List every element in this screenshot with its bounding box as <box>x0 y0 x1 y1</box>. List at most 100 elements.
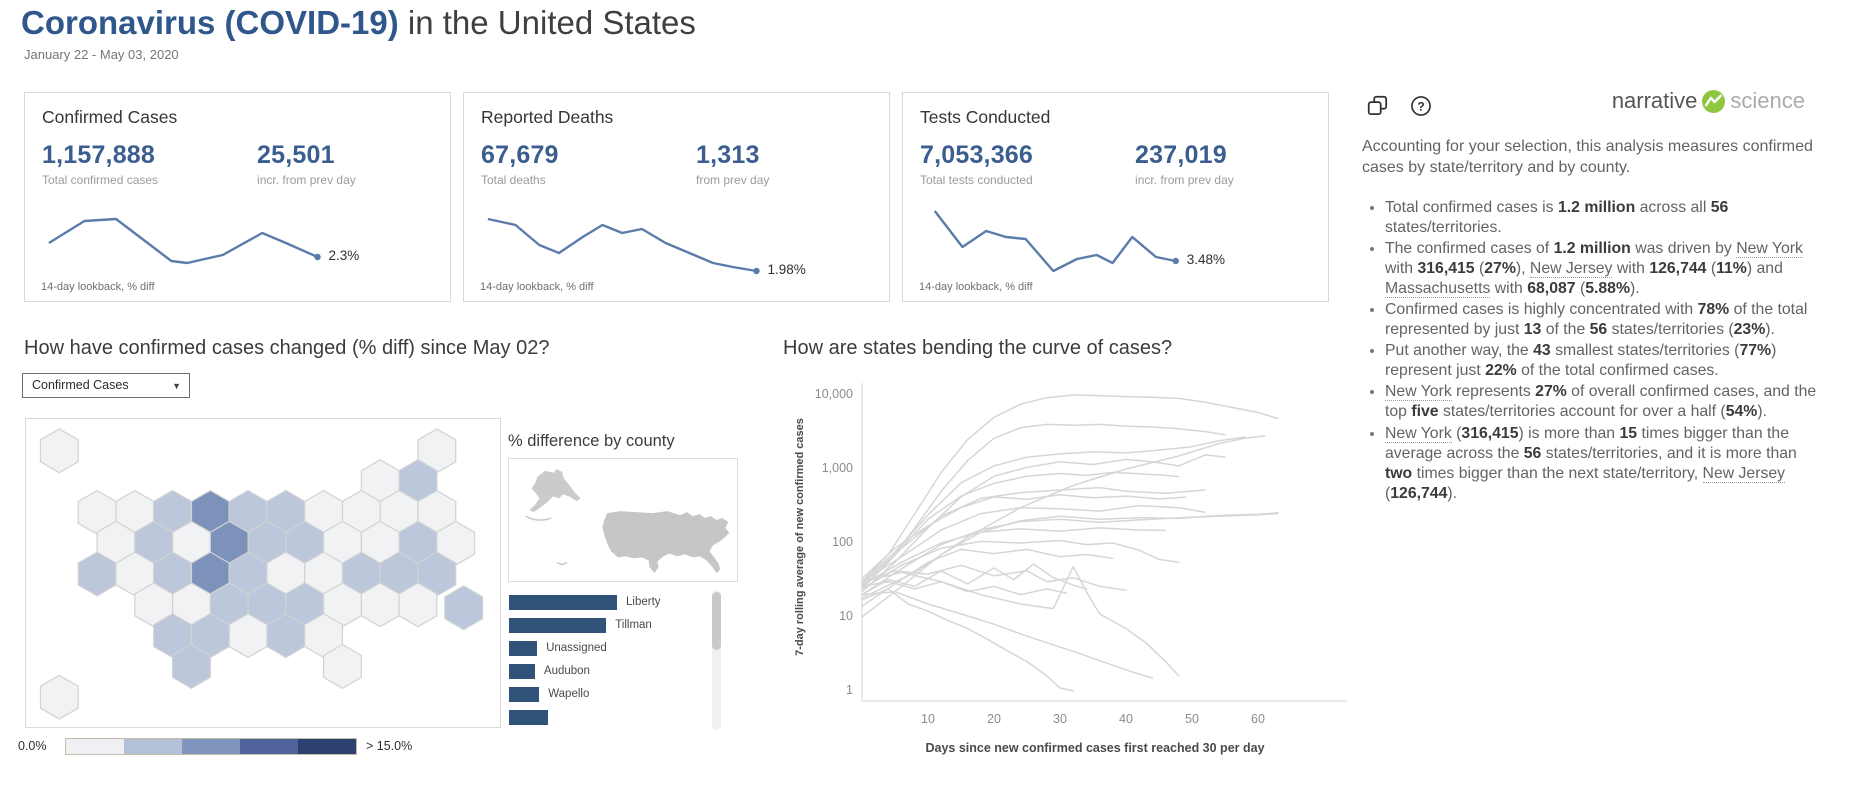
total-deaths-label: Total deaths <box>481 173 546 187</box>
logo-text-narrative: narrative <box>1611 88 1698 113</box>
state-curve-19[interactable] <box>861 435 1266 599</box>
state-curve-03[interactable] <box>861 436 1246 583</box>
narrative-text: of the total confirmed cases. <box>1516 362 1719 380</box>
county-bar-row[interactable]: Unassigned <box>509 637 705 660</box>
legend-min-label: 0.0% <box>18 739 47 753</box>
highlighted-value: 43 <box>1533 342 1551 360</box>
state-curve-02[interactable] <box>861 423 1226 589</box>
total-deaths-value: 67,679 <box>481 141 559 169</box>
state-curve-08[interactable] <box>861 512 1279 596</box>
narrative-text: ( <box>1575 280 1586 298</box>
measure-dropdown-value: Confirmed Cases <box>32 378 129 392</box>
state-curve-09[interactable] <box>861 527 1167 586</box>
highlighted-value: 1.2 million <box>1557 199 1636 216</box>
highlighted-value: two <box>1385 464 1413 482</box>
county-bar-row[interactable] <box>509 706 705 727</box>
highlighted-value: 27% <box>1535 383 1567 401</box>
highlighted-value: 126,744 <box>1649 260 1707 278</box>
county-bar[interactable] <box>509 710 548 725</box>
narrative-text: states/territories, and it is more than <box>1541 444 1797 462</box>
copy-icon[interactable] <box>1366 94 1390 118</box>
kpi-title: Reported Deaths <box>481 107 614 127</box>
measure-dropdown[interactable]: Confirmed Cases ▼ <box>22 373 190 398</box>
narrative-text: was driven by <box>1630 240 1737 258</box>
county-bar[interactable] <box>509 687 540 702</box>
state-name-link[interactable]: New Jersey <box>1702 464 1786 483</box>
county-bar-row[interactable]: Liberty <box>509 591 705 614</box>
narrative-text: represents <box>1451 383 1536 401</box>
narrative-text: smallest states/territories ( <box>1550 342 1740 360</box>
y-tick: 1 <box>846 683 853 697</box>
page-title: Coronavirus (COVID-19) in the United Sta… <box>21 4 696 42</box>
state-curve-13[interactable] <box>861 588 1074 692</box>
date-range: January 22 - May 03, 2020 <box>24 47 179 62</box>
hex-state-DC[interactable] <box>398 582 438 628</box>
hex-state-TX[interactable] <box>171 643 211 689</box>
help-icon[interactable]: ? <box>1409 94 1433 118</box>
hex-state-PR[interactable] <box>444 585 484 631</box>
highlighted-value: 22% <box>1485 362 1517 380</box>
county-bar-row[interactable]: Wapello <box>509 683 705 706</box>
reported-deaths-sparkline[interactable]: 1.98% <box>480 209 875 277</box>
highlighted-value: 13 <box>1523 321 1542 339</box>
county-bar[interactable] <box>509 664 535 679</box>
state-curve-05[interactable] <box>861 471 1180 585</box>
svg-text:?: ? <box>1417 99 1424 113</box>
state-curve-04[interactable] <box>861 454 1226 593</box>
hex-map-heading: How have confirmed cases changed (% diff… <box>24 337 550 359</box>
state-curve-15[interactable] <box>861 565 1180 677</box>
sparkline-caption: 14-day lookback, % diff <box>480 281 594 293</box>
state-curve-01[interactable] <box>861 394 1279 583</box>
narrative-text: Put another way, the <box>1385 342 1534 360</box>
state-hex-map[interactable] <box>25 418 501 728</box>
hex-state-FL[interactable] <box>323 643 362 689</box>
state-curve-18[interactable] <box>861 493 1187 580</box>
narrative-text: of overall confirmed cases, and the top <box>1385 383 1817 421</box>
state-curve-06[interactable] <box>861 486 1206 590</box>
highlighted-value: five <box>1411 403 1439 421</box>
narrative-text: states/territories ( <box>1607 321 1734 339</box>
tests-conducted-sparkline[interactable]: 3.48% <box>919 209 1314 277</box>
scrollbar-thumb[interactable] <box>712 592 721 650</box>
state-curve-20[interactable] <box>861 580 1068 596</box>
total-tests-value: 7,053,366 <box>920 141 1034 169</box>
narrative-text: across all <box>1635 199 1711 216</box>
state-name-link[interactable]: New York <box>1385 383 1452 402</box>
county-bar[interactable] <box>509 618 607 633</box>
state-curve-14[interactable] <box>861 590 1154 679</box>
spark-value-label: 1.98% <box>767 262 806 277</box>
county-bar-row[interactable]: Audubon <box>509 660 705 683</box>
x-tick: 40 <box>1119 712 1133 726</box>
x-tick: 30 <box>1053 712 1067 726</box>
x-tick: 10 <box>921 712 935 726</box>
highlighted-value: 27% <box>1484 260 1516 278</box>
x-axis-title: Days since new confirmed cases first rea… <box>925 741 1265 755</box>
hex-state-AK[interactable] <box>39 428 79 474</box>
state-name-link[interactable]: Massachusetts <box>1385 280 1491 299</box>
state-curve-12[interactable] <box>861 563 1088 596</box>
state-curve-10[interactable] <box>861 539 1180 590</box>
state-curve-07[interactable] <box>861 504 1206 583</box>
us-map-thumbnail[interactable] <box>508 458 738 582</box>
highlighted-value: 316,415 <box>1417 260 1475 278</box>
narrative-text: ). <box>1630 280 1640 298</box>
county-bar-chart[interactable]: Liberty Tillman Unassigned Audubon Wapello <box>509 591 705 727</box>
state-name-link[interactable]: New Jersey <box>1529 260 1613 279</box>
state-name-link[interactable]: New York <box>1736 240 1803 259</box>
narrative-text: ). <box>1447 484 1458 502</box>
spark-value-label: 3.48% <box>1186 252 1226 267</box>
island-squiggle <box>556 561 568 566</box>
scrollbar-track[interactable] <box>712 590 721 730</box>
state-name-link[interactable]: New York <box>1385 424 1452 443</box>
confirmed-cases-sparkline[interactable]: 2.3% <box>41 209 436 277</box>
county-bar-row[interactable]: Tillman <box>509 614 705 637</box>
highlighted-value: 316,415 <box>1461 424 1519 442</box>
state-curves-chart[interactable] <box>860 383 1348 703</box>
highlighted-value: 1.2 million <box>1553 240 1631 258</box>
hex-state-HI[interactable] <box>39 674 79 720</box>
narrative-text: Total confirmed cases is <box>1385 199 1558 216</box>
county-bar[interactable] <box>509 641 538 656</box>
highlighted-value: 77% <box>1739 342 1772 360</box>
county-bar-label: Audubon <box>543 665 590 677</box>
county-bar[interactable] <box>509 595 617 610</box>
